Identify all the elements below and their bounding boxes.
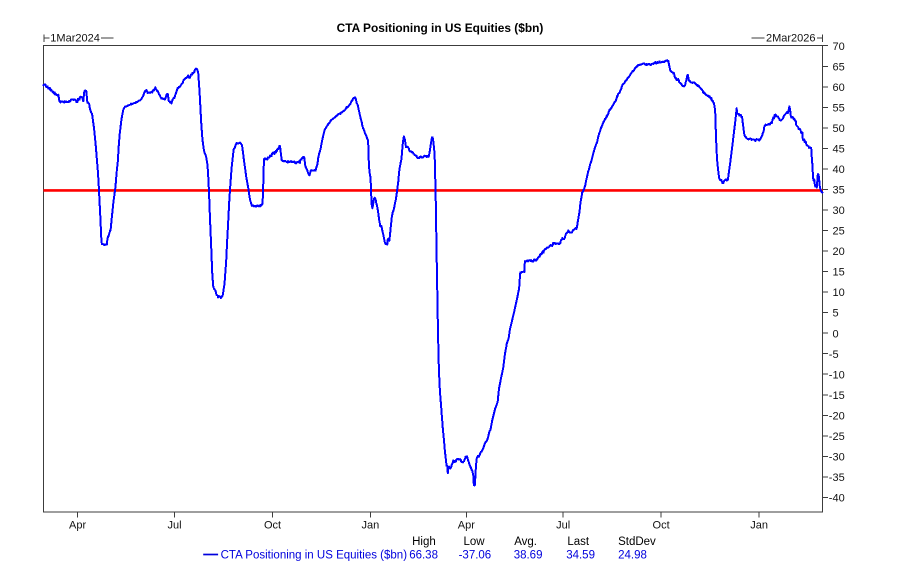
svg-text:66.38: 66.38 (409, 549, 438, 561)
svg-text:-37.06: -37.06 (459, 549, 492, 561)
svg-text:Oct: Oct (264, 520, 281, 532)
svg-text:60: 60 (833, 82, 845, 94)
svg-text:CTA Positioning in US Equities: CTA Positioning in US Equities ($bn) (221, 549, 408, 561)
svg-text:65: 65 (833, 61, 845, 73)
svg-text:25: 25 (833, 226, 845, 238)
svg-text:55: 55 (833, 102, 845, 114)
svg-text:40: 40 (833, 164, 845, 176)
svg-text:Avg.: Avg. (514, 536, 537, 548)
svg-text:2Mar2026: 2Mar2026 (766, 33, 816, 45)
svg-text:High: High (412, 536, 436, 548)
svg-text:Low: Low (464, 536, 486, 548)
svg-text:Last: Last (567, 536, 590, 548)
svg-text:35: 35 (833, 185, 845, 197)
svg-text:-35: -35 (829, 472, 845, 484)
svg-text:Oct: Oct (653, 520, 670, 532)
svg-text:0: 0 (833, 328, 839, 340)
svg-text:20: 20 (833, 246, 845, 258)
svg-text:Jan: Jan (750, 520, 768, 532)
svg-text:10: 10 (833, 287, 845, 299)
svg-text:StdDev: StdDev (618, 536, 656, 548)
svg-text:5: 5 (833, 308, 839, 320)
svg-text:Jul: Jul (167, 520, 181, 532)
svg-text:38.69: 38.69 (514, 549, 543, 561)
svg-text:-25: -25 (829, 431, 845, 443)
svg-text:70: 70 (833, 41, 845, 53)
svg-text:Jul: Jul (556, 520, 570, 532)
svg-text:-30: -30 (829, 451, 845, 463)
svg-text:CTA Positioning in US Equities: CTA Positioning in US Equities ($bn) (337, 21, 544, 35)
svg-text:-10: -10 (829, 369, 845, 381)
svg-text:34.59: 34.59 (566, 549, 595, 561)
svg-text:Jan: Jan (362, 520, 380, 532)
svg-text:-15: -15 (829, 390, 845, 402)
svg-text:-40: -40 (829, 493, 845, 505)
svg-text:Apr: Apr (69, 520, 86, 532)
svg-text:Apr: Apr (458, 520, 475, 532)
svg-text:15: 15 (833, 267, 845, 279)
svg-text:30: 30 (833, 205, 845, 217)
svg-text:24.98: 24.98 (618, 549, 647, 561)
svg-text:45: 45 (833, 144, 845, 156)
svg-text:1Mar2024: 1Mar2024 (50, 33, 100, 45)
svg-text:-5: -5 (829, 349, 839, 361)
svg-text:50: 50 (833, 123, 845, 135)
svg-text:-20: -20 (829, 410, 845, 422)
